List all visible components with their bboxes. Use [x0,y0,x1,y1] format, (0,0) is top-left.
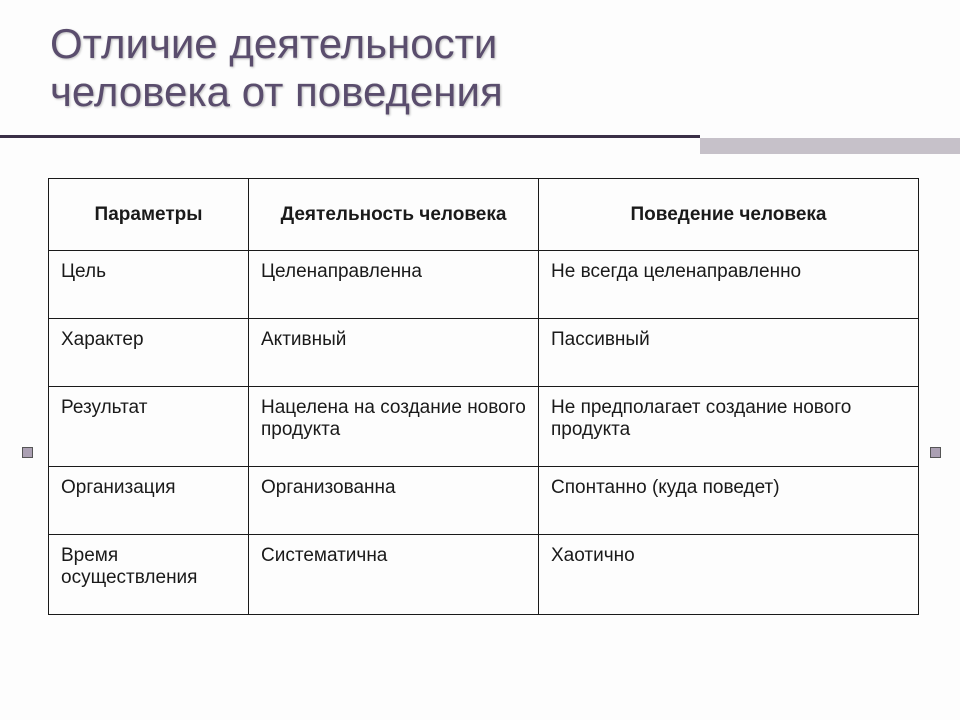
title-line1: Отличие деятельности [50,20,497,67]
cell-behavior: Не предполагает создание нового продукта [539,387,919,467]
cell-activity: Активный [249,319,539,387]
cell-activity: Нацелена на создание нового продукта [249,387,539,467]
table-row: Цель Целенаправленна Не всегда целенапра… [49,251,919,319]
table-header-row: Параметры Деятельность человека Поведени… [49,179,919,251]
col-header-params: Параметры [49,179,249,251]
cell-param: Время осуществления [49,535,249,615]
comparison-table-wrap: Параметры Деятельность человека Поведени… [48,178,918,615]
table-row: Время осуществления Систематична Хаотичн… [49,535,919,615]
cell-behavior: Спонтанно (куда поведет) [539,467,919,535]
table-row: Характер Активный Пассивный [49,319,919,387]
cell-activity: Целенаправленна [249,251,539,319]
cell-behavior: Пассивный [539,319,919,387]
cell-behavior: Не всегда целенаправленно [539,251,919,319]
cell-param: Характер [49,319,249,387]
cell-param: Цель [49,251,249,319]
cell-activity: Организованна [249,467,539,535]
bullet-left-icon [22,447,33,458]
cell-param: Результат [49,387,249,467]
slide-title: Отличие деятельности человека от поведен… [50,20,503,117]
table-row: Организация Организованна Спонтанно (куд… [49,467,919,535]
comparison-table: Параметры Деятельность человека Поведени… [48,178,919,615]
cell-activity: Систематична [249,535,539,615]
accent-gray-block [700,138,960,154]
accent-underline [0,135,700,138]
table-row: Результат Нацелена на создание нового пр… [49,387,919,467]
title-line2: человека от поведения [50,68,503,115]
cell-param: Организация [49,467,249,535]
col-header-behavior: Поведение человека [539,179,919,251]
bullet-right-icon [930,447,941,458]
cell-behavior: Хаотично [539,535,919,615]
col-header-activity: Деятельность человека [249,179,539,251]
